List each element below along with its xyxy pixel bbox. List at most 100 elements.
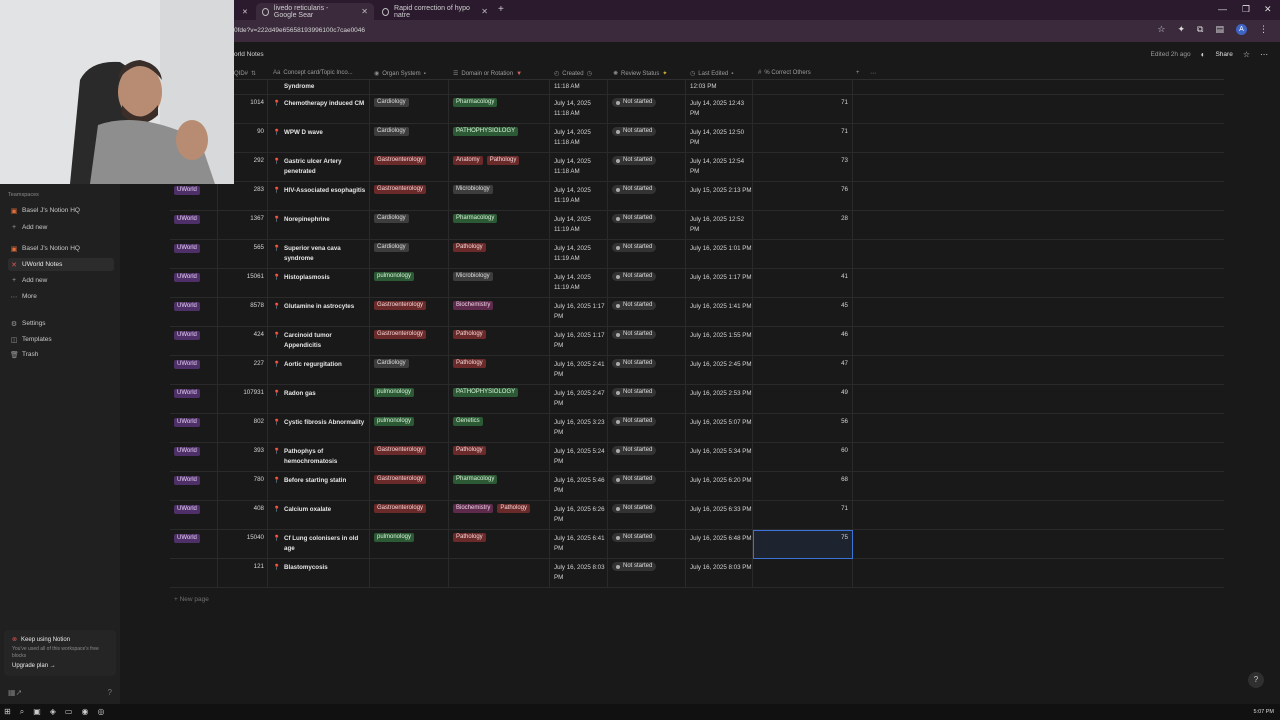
created-cell[interactable]: July 16, 2025 2:41 PM [550, 356, 608, 385]
percent-cell[interactable]: 28 [753, 211, 853, 240]
source-cell[interactable]: UWorld [170, 530, 218, 559]
percent-cell[interactable] [753, 559, 853, 588]
qid-cell[interactable]: 90 [218, 124, 268, 153]
percent-cell[interactable]: 71 [753, 501, 853, 530]
organ-cell[interactable]: Gastroenterology [370, 472, 449, 501]
percent-cell[interactable]: 45 [753, 298, 853, 327]
created-cell[interactable]: July 14, 2025 11:19 AM [550, 269, 608, 298]
breadcrumb[interactable]: orld Notes [234, 51, 264, 58]
add-column-button[interactable]: + [856, 70, 860, 76]
created-cell[interactable]: July 16, 2025 3:23 PM [550, 414, 608, 443]
percent-cell[interactable]: 56 [753, 414, 853, 443]
title-text[interactable]: Glutamine in astrocytes [284, 303, 355, 310]
qid-cell[interactable]: 565 [218, 240, 268, 269]
created-cell[interactable]: July 14, 2025 11:19 AM [550, 182, 608, 211]
domain-cell[interactable]: Pathology [449, 530, 550, 559]
title-cell[interactable]: 📍 Cf Lung colonisers in old age [268, 530, 370, 559]
app-icon[interactable]: ◎ [97, 707, 105, 716]
status-cell[interactable]: Not started [608, 443, 686, 472]
organ-cell[interactable]: pulmonology [370, 385, 449, 414]
percent-cell[interactable]: 60 [753, 443, 853, 472]
sidebar-item-add-new[interactable]: + Add new [8, 221, 114, 234]
organ-cell[interactable] [370, 80, 449, 95]
tab-close-previous[interactable]: ✕ [236, 3, 254, 20]
upgrade-plan-link[interactable]: Upgrade plan → [12, 663, 110, 669]
percent-cell[interactable] [753, 240, 853, 269]
table-row[interactable]: UWorld 393 📍 Pathophys of hemochromatosis Ga… [170, 443, 1224, 472]
domain-cell[interactable]: Anatomy Pathology [449, 153, 550, 182]
source-cell[interactable]: UWorld [170, 414, 218, 443]
title-cell[interactable]: 📍 Superior vena cava syndrome [268, 240, 370, 269]
title-text[interactable]: Before starting statin [284, 477, 347, 484]
table-row[interactable]: UWorld 565 📍 Superior vena cava syndrome Car… [170, 240, 1224, 269]
sidebar-item-settings[interactable]: ⚙ Settings [8, 317, 114, 330]
edited-cell[interactable]: July 16, 2025 1:55 PM [686, 327, 753, 356]
column-header-domain[interactable]: ☰ Domain or Rotation ▼ [453, 70, 522, 78]
percent-cell[interactable]: 75 [753, 530, 853, 559]
column-header-review-status[interactable]: ✺ Review Status ✦ [613, 70, 667, 78]
title-text[interactable]: Gastric ulcer Artery penetrated [284, 158, 342, 175]
domain-cell[interactable]: Biochemistry Pathology [449, 501, 550, 530]
sidebar-item-workspace[interactable]: ▣ Basel J's Notion HQ [8, 204, 114, 217]
column-header-qid[interactable]: QID# ⇅ [234, 70, 256, 78]
collaborator-avatars[interactable]: ◐ [1200, 50, 1206, 59]
percent-cell[interactable]: 46 [753, 327, 853, 356]
chrome-icon[interactable]: ◉ [81, 707, 89, 716]
title-text[interactable]: Cystic fibrosis Abnormality [284, 419, 365, 426]
created-cell[interactable]: July 16, 2025 1:17 PM [550, 298, 608, 327]
organ-cell[interactable]: Cardiology [370, 124, 449, 153]
table-row[interactable]: UWorld 408 📍 Calcium oxalate Gastroenterolog… [170, 501, 1224, 530]
title-cell[interactable]: Syndrome [268, 80, 370, 95]
title-text[interactable]: Norepinephrine [284, 216, 330, 223]
organ-cell[interactable]: Cardiology [370, 211, 449, 240]
organ-cell[interactable]: Cardiology [370, 95, 449, 124]
status-cell[interactable]: Not started [608, 472, 686, 501]
sidebar-item-add-new[interactable]: + Add new [8, 274, 114, 287]
title-cell[interactable]: 📍 Aortic regurgitation [268, 356, 370, 385]
domain-cell[interactable]: PATHOPHYSIOLOGY [449, 385, 550, 414]
sidebar-item-templates[interactable]: ◫ Templates [8, 333, 114, 346]
percent-cell[interactable]: 71 [753, 124, 853, 153]
created-cell[interactable]: July 14, 2025 11:18 AM [550, 95, 608, 124]
organ-cell[interactable]: Cardiology [370, 240, 449, 269]
percent-cell[interactable]: 76 [753, 182, 853, 211]
organ-cell[interactable]: pulmonology [370, 414, 449, 443]
created-cell[interactable]: July 14, 2025 11:18 AM [550, 153, 608, 182]
source-cell[interactable]: UWorld [170, 211, 218, 240]
edited-cell[interactable]: July 16, 2025 6:20 PM [686, 472, 753, 501]
qid-cell[interactable]: 15061 [218, 269, 268, 298]
browser-tab[interactable]: livedo reticularis - Google Sear ✕ [256, 3, 374, 20]
status-cell[interactable]: Not started [608, 298, 686, 327]
title-text[interactable]: Chemotherapy induced CM [284, 100, 365, 107]
status-cell[interactable]: Not started [608, 240, 686, 269]
domain-cell[interactable]: Pharmacology [449, 211, 550, 240]
percent-cell[interactable]: 41 [753, 269, 853, 298]
title-cell[interactable]: 📍 Before starting statin [268, 472, 370, 501]
organ-cell[interactable]: pulmonology [370, 269, 449, 298]
source-cell[interactable]: UWorld [170, 501, 218, 530]
table-row[interactable]: 90 📍 WPW D wave Cardiology PATHOPHYSIOLOGY Ju… [170, 124, 1224, 153]
title-text[interactable]: HIV-Associated esophagitis [284, 187, 366, 194]
edited-cell[interactable]: July 16, 2025 8:03 PM [686, 559, 753, 588]
organ-cell[interactable]: Cardiology [370, 356, 449, 385]
column-options-button[interactable]: ⋯ [870, 70, 876, 77]
qid-cell[interactable]: 8578 [218, 298, 268, 327]
title-cell[interactable]: 📍 Radon gas [268, 385, 370, 414]
qid-cell[interactable] [218, 80, 268, 95]
status-cell[interactable] [608, 80, 686, 95]
sidebar-item-workspace[interactable]: ▣ Basel J's Notion HQ [8, 242, 114, 255]
title-cell[interactable]: 📍 Carcinoid tumor Appendicitis [268, 327, 370, 356]
qid-cell[interactable]: 107931 [218, 385, 268, 414]
qid-cell[interactable]: 802 [218, 414, 268, 443]
percent-cell[interactable]: 47 [753, 356, 853, 385]
edited-cell[interactable]: July 15, 2025 2:13 PM [686, 182, 753, 211]
help-icon[interactable]: ? [107, 688, 112, 697]
restore-button[interactable]: ❐ [1242, 4, 1251, 14]
table-row[interactable]: 121 📍 Blastomycosis July 16, 2025 8:03 PM No… [170, 559, 1224, 588]
status-cell[interactable]: Not started [608, 501, 686, 530]
edited-cell[interactable]: July 14, 2025 12:43 PM [686, 95, 753, 124]
title-cell[interactable]: 📍 Glutamine in astrocytes [268, 298, 370, 327]
column-header-organ-system[interactable]: ◉ Organ System ▪ [374, 70, 426, 78]
status-cell[interactable]: Not started [608, 182, 686, 211]
title-text[interactable]: Blastomycosis [284, 564, 328, 571]
